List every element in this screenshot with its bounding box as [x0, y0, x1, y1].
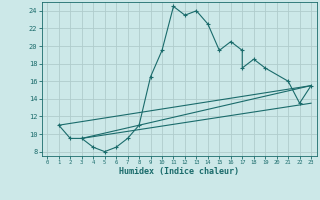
X-axis label: Humidex (Indice chaleur): Humidex (Indice chaleur) — [119, 167, 239, 176]
